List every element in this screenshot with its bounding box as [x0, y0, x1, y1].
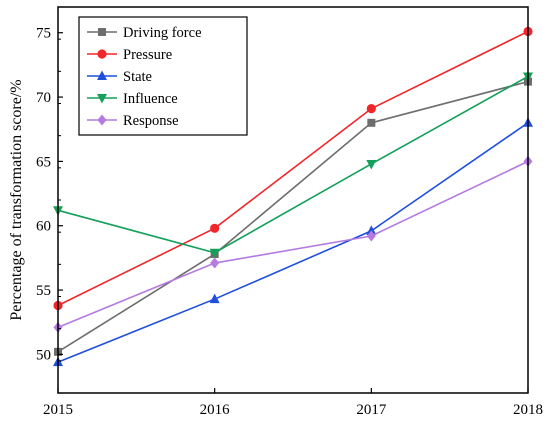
- legend-item-driving-force: Driving force: [87, 25, 202, 41]
- series-state: [53, 117, 533, 367]
- data-point-response: [210, 257, 220, 269]
- data-point-influence: [366, 159, 377, 170]
- data-point-pressure: [366, 104, 376, 114]
- legend-marker: [97, 94, 107, 104]
- data-point-response: [366, 230, 376, 242]
- legend-item-response: Response: [87, 113, 179, 129]
- legend-label: Pressure: [123, 47, 172, 63]
- legend-item-pressure: Pressure: [87, 47, 172, 63]
- y-tick-label: 55: [36, 283, 51, 299]
- y-tick-label: 50: [36, 347, 51, 363]
- series-line-influence: [57, 75, 529, 254]
- legend-label: State: [123, 69, 152, 85]
- x-tick-label: 2015: [43, 402, 73, 418]
- legend-label: Driving force: [123, 25, 202, 41]
- legend-item-influence: Influence: [87, 91, 178, 107]
- legend: Driving force Pressure State Influence Respo…: [78, 16, 248, 136]
- data-point-driving-force: [367, 118, 376, 127]
- series-response: [53, 155, 533, 333]
- series-line-response: [57, 160, 529, 329]
- series-line-driving-force: [57, 80, 529, 353]
- legend-marker: [98, 28, 106, 36]
- y-tick-label: 65: [36, 154, 51, 170]
- data-point-state: [366, 225, 377, 235]
- y-tick-label: 70: [36, 90, 51, 106]
- legend-marker: [97, 49, 107, 59]
- legend-item-state: State: [87, 69, 152, 85]
- data-point-pressure: [210, 223, 220, 233]
- y-axis-label: Percentage of transformation score/%: [8, 79, 25, 320]
- legend-marker: [97, 70, 107, 80]
- series-line-state: [57, 122, 529, 363]
- data-point-influence: [209, 248, 220, 259]
- x-tick-label: 2018: [513, 402, 543, 418]
- legend-label: Influence: [123, 91, 178, 107]
- y-tick-label: 75: [36, 26, 51, 42]
- axis-ticks: 2015 2016 2017 2018 50 55 60 65 70 75: [36, 6, 543, 418]
- series-line-pressure: [57, 30, 529, 307]
- x-tick-label: 2016: [200, 402, 231, 418]
- legend-label: Response: [123, 113, 179, 129]
- y-tick-label: 60: [36, 219, 51, 235]
- data-point-state: [209, 293, 220, 304]
- x-tick-label: 2017: [356, 402, 387, 418]
- legend-marker: [97, 114, 107, 126]
